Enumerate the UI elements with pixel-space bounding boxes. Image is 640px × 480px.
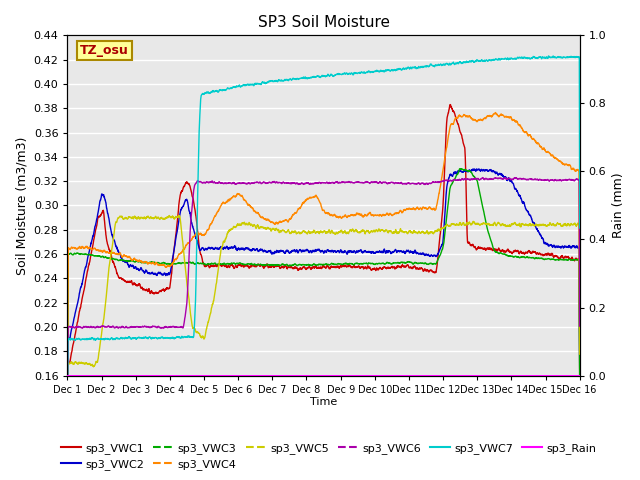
Y-axis label: Soil Moisture (m3/m3): Soil Moisture (m3/m3)	[15, 136, 28, 275]
Title: SP3 Soil Moisture: SP3 Soil Moisture	[257, 15, 390, 30]
Y-axis label: Rain (mm): Rain (mm)	[612, 173, 625, 238]
Text: TZ_osu: TZ_osu	[80, 44, 129, 57]
X-axis label: Time: Time	[310, 397, 337, 408]
Legend: sp3_VWC1, sp3_VWC2, sp3_VWC3, sp3_VWC4, sp3_VWC5, sp3_VWC6, sp3_VWC7, sp3_Rain: sp3_VWC1, sp3_VWC2, sp3_VWC3, sp3_VWC4, …	[57, 438, 601, 474]
